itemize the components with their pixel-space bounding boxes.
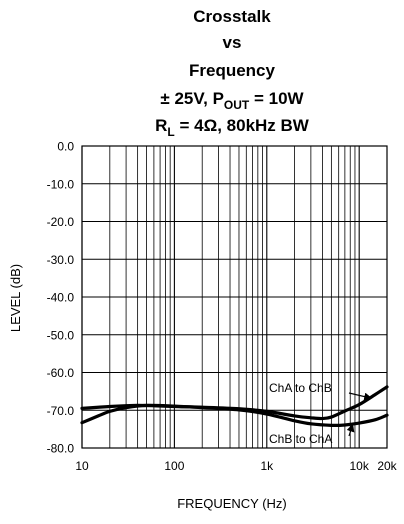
annotations: ChA to ChB ChB to ChA	[269, 381, 373, 446]
annotation-label-chb-to-cha: ChB to ChA	[269, 432, 332, 446]
series-line-0	[80, 385, 389, 421]
chart-subtitle-line-2: RL = 4Ω, 80kHz BW	[155, 116, 310, 139]
y-tick-label: -70.0	[47, 404, 75, 418]
y-tick-label: -60.0	[47, 366, 75, 380]
y-tick-label: -40.0	[47, 291, 75, 305]
x-tick-label: 10	[75, 459, 89, 473]
annotation-arrow-chb-to-cha	[346, 423, 355, 437]
grid	[81, 145, 388, 449]
y-tick-label: -30.0	[47, 253, 75, 267]
chart-subtitle-line-1: ± 25V, POUT = 10W	[160, 89, 304, 112]
chart-title-line-1: Crosstalk	[193, 7, 271, 26]
chart-title-line-2: vs	[223, 33, 242, 52]
y-tick-label: -20.0	[47, 215, 75, 229]
y-tick-label: -10.0	[47, 177, 75, 191]
y-tick-label: -80.0	[47, 442, 75, 456]
x-tick-label: 10k	[350, 459, 370, 473]
annotation-label-cha-to-chb: ChA to ChB	[269, 381, 332, 395]
series-layer	[80, 385, 389, 428]
plot-frame	[81, 145, 388, 449]
y-axis-label: LEVEL (dB)	[8, 264, 23, 332]
tick-labels: 0.0 -10.0 -20.0 -30.0 -40.0 -50.0 -60.0 -70.0 -8…	[47, 140, 398, 474]
chart-title-line-3: Frequency	[189, 61, 276, 80]
y-tick-label: 0.0	[57, 140, 74, 154]
x-tick-label: 20k	[377, 459, 397, 473]
y-tick-label: -50.0	[47, 328, 75, 342]
annotation-arrow-cha-to-chb	[348, 392, 373, 401]
series-line-1	[80, 403, 389, 428]
x-axis-label: FREQUENCY (Hz)	[177, 496, 287, 511]
x-tick-label: 100	[164, 459, 184, 473]
x-tick-label: 1k	[260, 459, 274, 473]
